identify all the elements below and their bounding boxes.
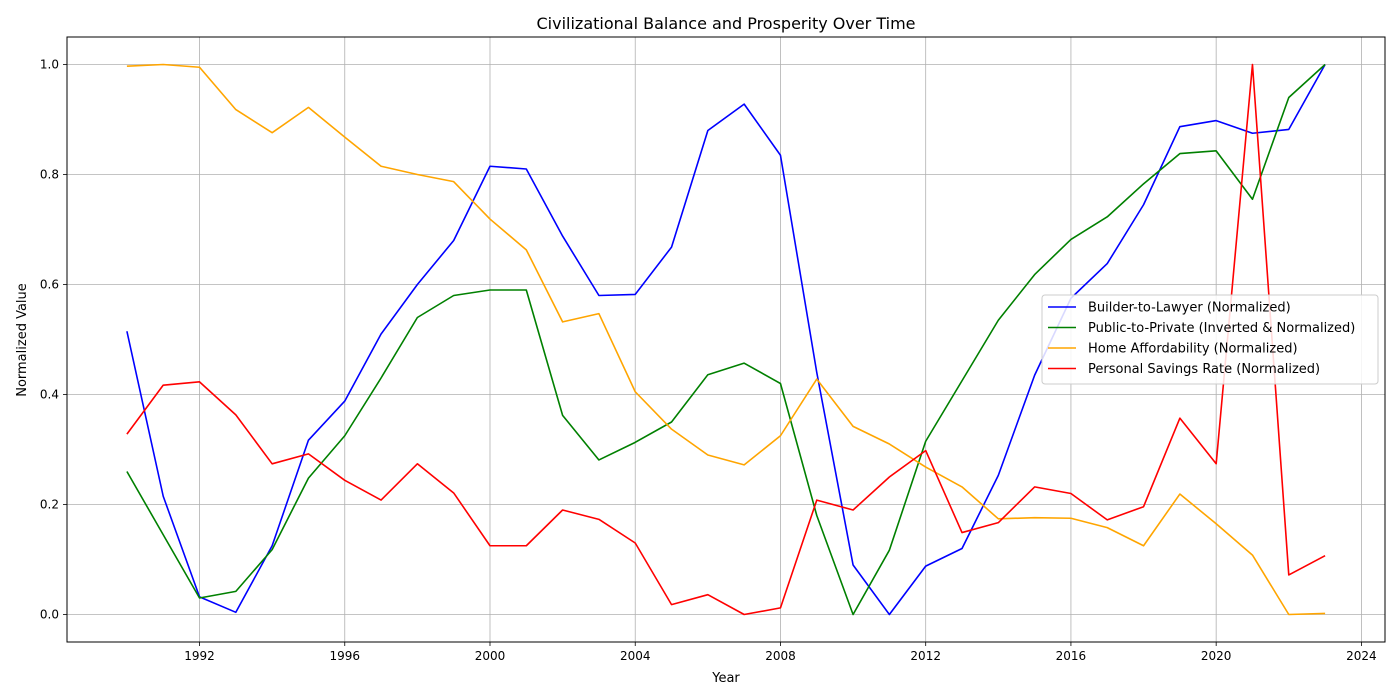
chart-title: Civilizational Balance and Prosperity Ov… [537, 14, 916, 33]
x-axis-ticks: 1992 1996 2000 2004 2008 2012 2016 2020 2024 [184, 642, 1377, 663]
series-line [126, 64, 1326, 616]
x-tick-label: 1992 [184, 649, 215, 663]
x-tick-label: 2024 [1346, 649, 1377, 663]
legend-label: Home Affordability (Normalized) [1088, 342, 1298, 357]
series-line [126, 63, 1326, 616]
x-tick-label: 2020 [1201, 649, 1232, 663]
y-tick-label: 0.8 [40, 168, 59, 182]
x-tick-label: 2016 [1056, 649, 1087, 663]
legend: Builder-to-Lawyer (Normalized) Public-to-… [1041, 294, 1379, 385]
y-axis-title: Normalized Value [15, 283, 30, 397]
plot-frame [66, 36, 1386, 643]
y-tick-label: 1.0 [40, 58, 59, 72]
legend-box [1041, 294, 1379, 385]
legend-label: Public-to-Private (Inverted & Normalized… [1088, 321, 1355, 336]
x-tick-label: 2004 [620, 649, 651, 663]
series-line [126, 63, 1326, 616]
x-tick-label: 2012 [910, 649, 941, 663]
series-line [126, 63, 1326, 616]
x-tick-label: 1996 [329, 649, 360, 663]
y-tick-label: 0.6 [40, 278, 59, 292]
legend-label: Personal Savings Rate (Normalized) [1088, 362, 1320, 377]
y-tick-label: 0.2 [40, 498, 59, 512]
x-tick-label: 2000 [475, 649, 506, 663]
x-axis-title: Year [711, 671, 740, 686]
series-lines [126, 63, 1326, 616]
y-tick-label: 0.0 [40, 608, 59, 622]
y-tick-label: 0.4 [40, 388, 59, 402]
legend-items: Builder-to-Lawyer (Normalized) Public-to-… [1048, 301, 1355, 377]
y-axis-ticks: 0.0 0.2 0.4 0.6 0.8 1.0 [40, 58, 67, 622]
x-tick-label: 2008 [765, 649, 796, 663]
legend-label: Builder-to-Lawyer (Normalized) [1088, 301, 1291, 316]
